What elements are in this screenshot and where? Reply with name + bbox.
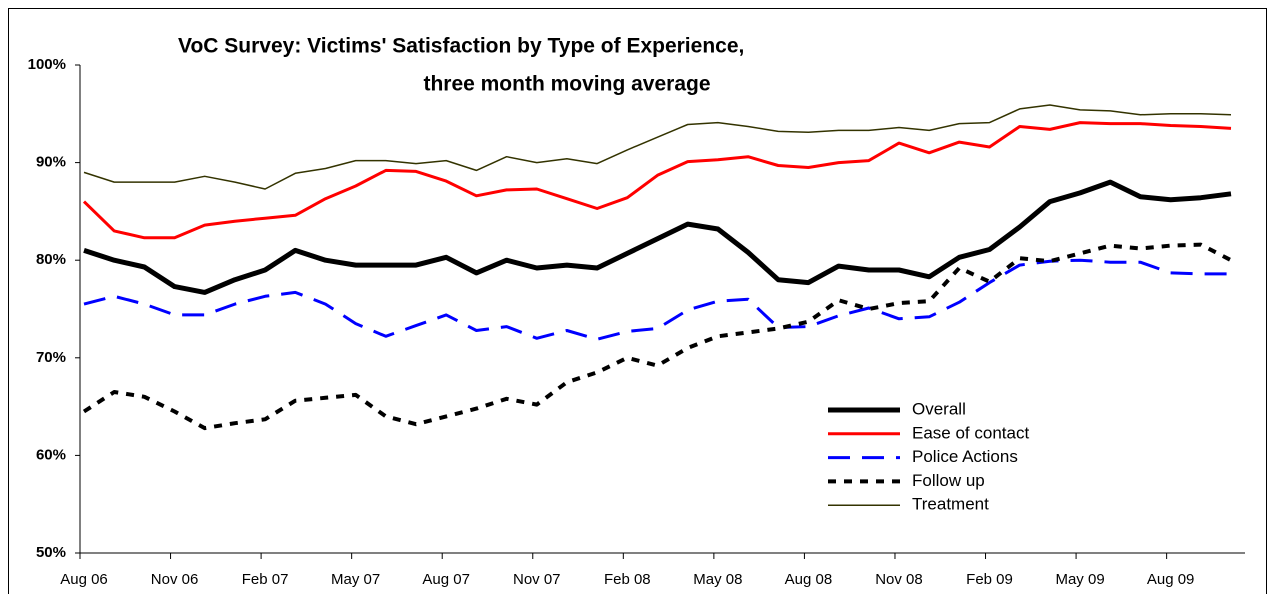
legend-label: Police Actions [912, 447, 1018, 466]
x-tick-label: Aug 08 [785, 571, 833, 588]
y-tick-label: 80% [36, 251, 66, 268]
chart-title: VoC Survey: Victims' Satisfaction by Typ… [178, 35, 744, 58]
y-tick-label: 70% [36, 349, 66, 366]
series-line [83, 258, 1231, 341]
x-tick-label: May 07 [331, 571, 380, 588]
frame [8, 8, 1267, 594]
series-line [82, 121, 1232, 240]
x-tick-label: Feb 09 [966, 571, 1013, 588]
legend-label: Ease of contact [912, 423, 1029, 442]
legend-label: Overall [912, 399, 966, 418]
x-tick-label: Aug 07 [422, 571, 470, 588]
series-line [83, 179, 1232, 295]
legend-label: Follow up [912, 471, 985, 490]
x-tick-label: Feb 08 [604, 571, 651, 588]
legend-label: Treatment [912, 495, 989, 514]
y-tick-label: 90% [36, 154, 66, 171]
series-line [83, 104, 1232, 190]
x-tick-label: Nov 06 [151, 571, 199, 588]
x-tick-label: May 08 [693, 571, 742, 588]
y-tick-label: 100% [28, 56, 66, 73]
x-tick-label: May 09 [1055, 571, 1104, 588]
chart-title: three month moving average [423, 73, 710, 96]
y-tick-label: 60% [36, 446, 66, 463]
x-tick-label: Nov 08 [875, 571, 923, 588]
x-tick-label: Aug 09 [1147, 571, 1195, 588]
x-tick-label: Feb 07 [242, 571, 289, 588]
x-tick-label: Aug 06 [60, 571, 108, 588]
x-tick-label: Nov 07 [513, 571, 561, 588]
series-line [82, 242, 1232, 431]
y-tick-label: 50% [36, 544, 66, 561]
